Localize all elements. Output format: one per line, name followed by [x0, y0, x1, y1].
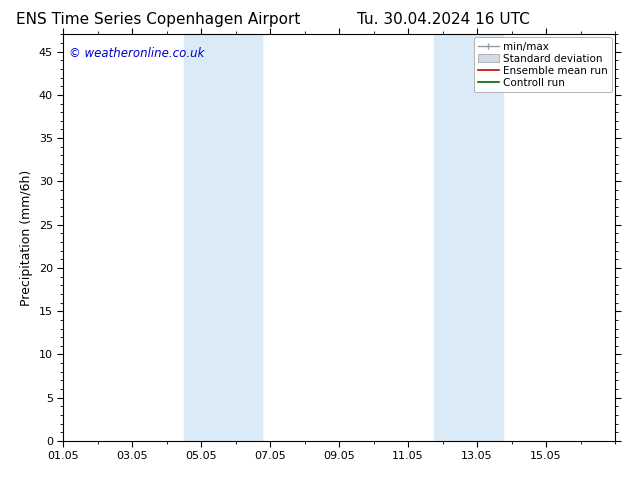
Text: ENS Time Series Copenhagen Airport: ENS Time Series Copenhagen Airport: [16, 12, 301, 27]
Y-axis label: Precipitation (mm/6h): Precipitation (mm/6h): [20, 170, 34, 306]
Legend: min/max, Standard deviation, Ensemble mean run, Controll run: min/max, Standard deviation, Ensemble me…: [474, 37, 612, 92]
Text: Tu. 30.04.2024 16 UTC: Tu. 30.04.2024 16 UTC: [358, 12, 530, 27]
Text: © weatheronline.co.uk: © weatheronline.co.uk: [69, 47, 204, 59]
Bar: [184, 34, 262, 441]
Bar: [434, 34, 503, 441]
